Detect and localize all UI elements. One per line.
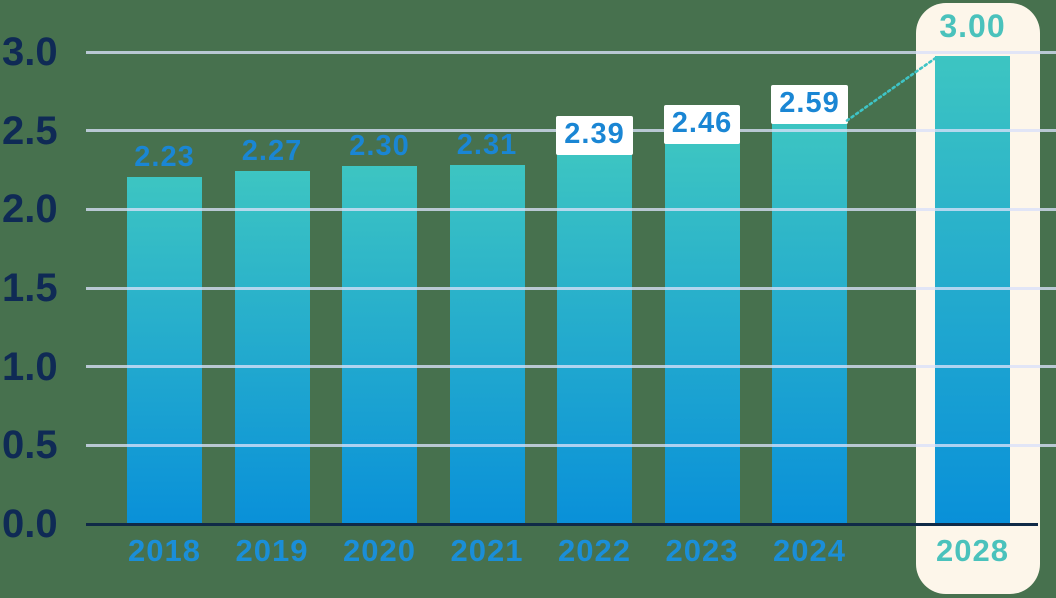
value-label-2022: 2.39 [520, 115, 670, 155]
x-tick-2023: 2023 [665, 533, 739, 568]
bar-2020 [342, 166, 417, 525]
y-tick-0.5: 0.5 [2, 423, 58, 468]
value-label-2018: 2.23 [134, 141, 195, 174]
bar-2023 [664, 140, 740, 525]
bar-2024 [772, 120, 847, 525]
bar-2028 [935, 56, 1010, 525]
x-tick-2018: 2018 [128, 533, 201, 568]
value-chip: 2.39 [556, 115, 633, 155]
value-label-2021: 2.31 [456, 128, 518, 161]
y-tick-2.0: 2.0 [2, 187, 58, 232]
value-label-2024: 2.59 [735, 84, 885, 124]
x-tick-2024: 2024 [773, 533, 846, 568]
x-tick-2019: 2019 [235, 533, 309, 568]
value-label-2020: 2.30 [349, 130, 410, 163]
bar-2021 [449, 164, 525, 525]
x-tick-2021: 2021 [450, 533, 524, 568]
x-tick-2022: 2022 [558, 533, 631, 568]
gridline-1.5 [86, 286, 1056, 290]
gridline-1.0 [86, 365, 1056, 369]
value-label-2023: 2.46 [627, 104, 777, 144]
y-tick-2.5: 2.5 [2, 108, 58, 153]
gridline-3.0 [86, 50, 1056, 54]
x-tick-2028: 2028 [936, 533, 1009, 568]
y-tick-3.0: 3.0 [2, 30, 58, 74]
gridline-2.0 [86, 207, 1056, 211]
bar-2018 [127, 177, 202, 525]
value-chip: 2.59 [771, 84, 848, 124]
x-axis-line [86, 522, 1038, 526]
value-chip: 2.46 [663, 104, 741, 144]
value-label-2019: 2.27 [241, 134, 303, 167]
y-tick-0.0: 0.0 [2, 502, 58, 546]
x-tick-2020: 2020 [343, 533, 416, 568]
gridline-0.5 [86, 443, 1056, 447]
bar-2022 [557, 151, 632, 525]
value-label-2028: 3.00 [939, 8, 1006, 45]
bar-2019 [234, 170, 310, 525]
y-tick-1.5: 1.5 [2, 266, 58, 310]
y-tick-1.0: 1.0 [2, 344, 58, 389]
